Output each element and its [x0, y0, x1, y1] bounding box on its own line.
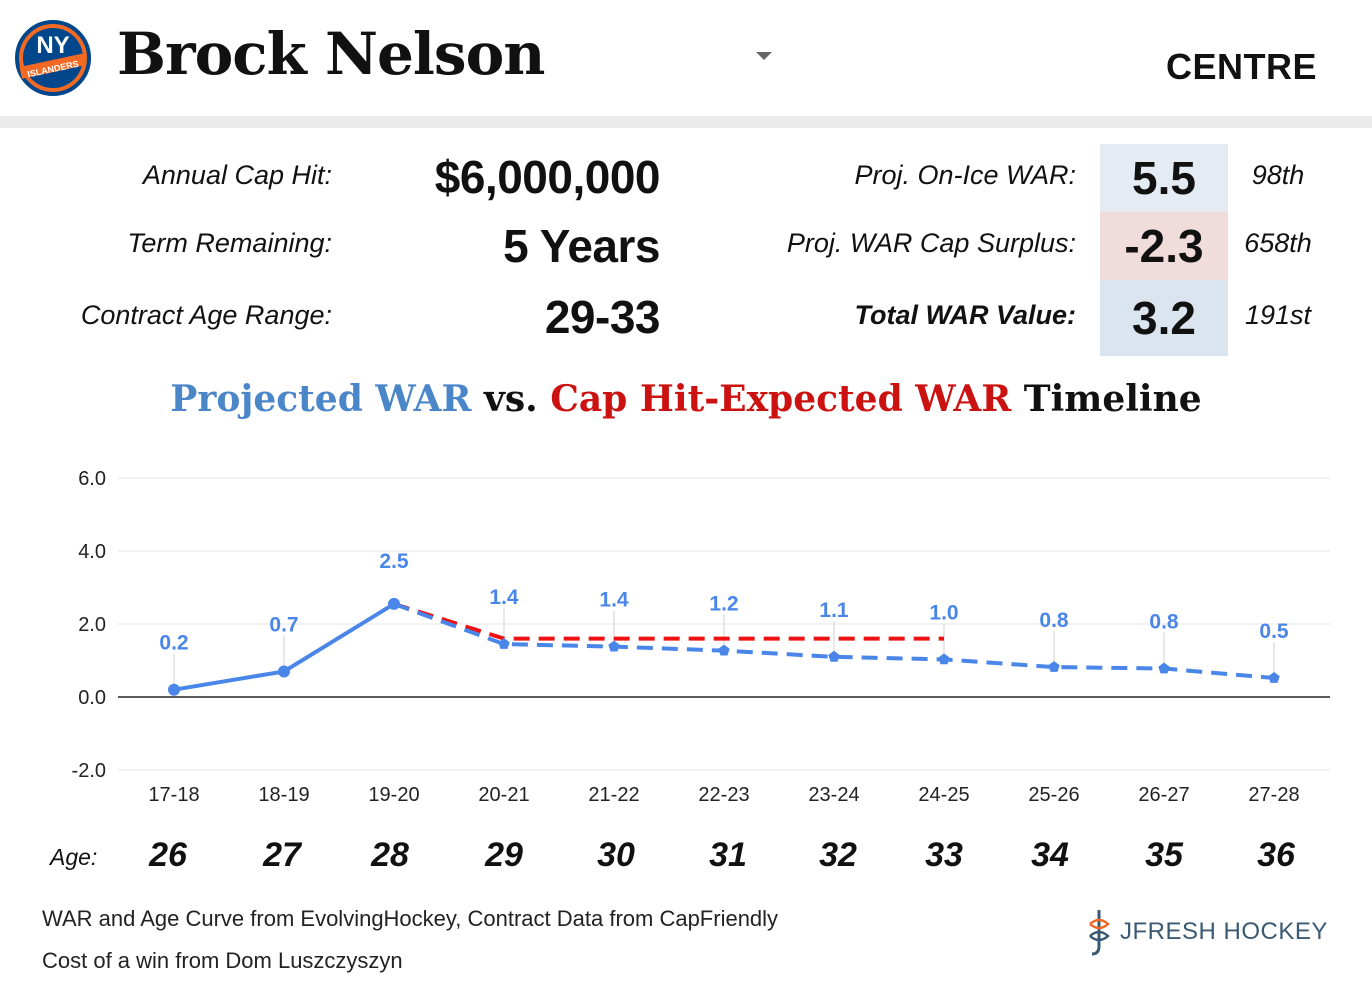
projected-war-point — [608, 640, 620, 652]
age-value: 28 — [371, 836, 409, 874]
age-value: 36 — [1257, 836, 1295, 874]
chart-title: Projected WAR vs. Cap Hit-Expected WAR T… — [0, 378, 1372, 420]
logo-text-top: NY — [36, 32, 69, 59]
age-value: 31 — [709, 836, 747, 874]
war-timeline-chart: 6.0 4.0 2.0 0.0 -2.0 17-18 18-19 19-20 20-21 21-2… — [72, 468, 1330, 806]
cap-hit-value: $6,000,000 — [434, 151, 661, 203]
proj-war-label: Proj. On-Ice WAR: — [854, 160, 1076, 190]
age-value: 29 — [485, 836, 523, 874]
term-value: 5 Years — [503, 220, 660, 272]
war-surplus-label: Proj. WAR Cap Surplus: — [786, 228, 1076, 258]
jfresh-logo-icon — [1089, 910, 1110, 956]
chart-title-timeline: Timeline — [1011, 378, 1202, 420]
player-position: CENTRE — [1165, 46, 1317, 87]
age-value: 32 — [819, 836, 857, 874]
projected-war-data-label: 0.2 — [159, 632, 188, 655]
age-value: 26 — [149, 836, 187, 874]
projected-war-data-label: 1.0 — [929, 601, 958, 624]
header: NY ISLANDERS Brock Nelson CENTRE — [0, 0, 1372, 116]
ny-islanders-logo-icon: NY ISLANDERS — [12, 20, 94, 96]
x-tick-label: 26-27 — [1138, 784, 1189, 806]
total-war-value: 3.2 — [1100, 280, 1228, 356]
projected-war-point — [1048, 661, 1060, 672]
age-row-label: Age: — [50, 844, 98, 870]
projected-war-point — [278, 665, 290, 678]
cap-hit-label: Annual Cap Hit: — [142, 160, 332, 190]
term-label: Term Remaining: — [127, 228, 332, 258]
x-tick-label: 17-18 — [148, 784, 199, 806]
projected-war-data-label: 1.4 — [489, 586, 519, 609]
chart-title-vs: vs. — [471, 378, 551, 420]
projected-war-data-label: 0.8 — [1149, 611, 1179, 634]
projected-war-data-label: 1.2 — [709, 593, 738, 616]
footer-cost-line: Cost of a win from Dom Luszczyszyn — [42, 948, 403, 973]
projected-war-point — [498, 638, 510, 649]
footer-source-line: WAR and Age Curve from EvolvingHockey, C… — [42, 906, 779, 931]
projected-war-point — [718, 644, 730, 656]
projected-war-point — [388, 597, 400, 610]
projected-war-line-dashed — [393, 602, 1275, 681]
x-tick-label: 23-24 — [808, 784, 859, 806]
y-tick-label: 4.0 — [78, 541, 106, 563]
proj-war-value: 5.5 — [1100, 144, 1228, 212]
x-tick-label: 21-22 — [588, 784, 639, 806]
y-tick-label: 0.0 — [78, 687, 106, 709]
proj-war-rank: 98th — [1251, 160, 1305, 190]
age-range-value: 29-33 — [544, 291, 661, 343]
age-range-label: Contract Age Range: — [80, 300, 332, 330]
x-tick-label: 27-28 — [1248, 784, 1299, 806]
total-war-rank: 191st — [1244, 300, 1312, 330]
x-tick-label: 22-23 — [698, 784, 749, 806]
age-value: 33 — [925, 836, 963, 874]
x-tick-label: 24-25 — [918, 784, 969, 806]
projected-war-point — [168, 683, 180, 696]
war-surplus-value: -2.3 — [1100, 212, 1228, 280]
cap-hit-expected-war-line — [393, 602, 944, 641]
projected-war-point — [828, 650, 840, 662]
age-value: 35 — [1145, 836, 1183, 874]
y-tick-label: -2.0 — [72, 760, 106, 782]
chart-title-expected: Cap Hit-Expected WAR — [550, 378, 1012, 420]
age-value: 30 — [597, 836, 635, 874]
x-tick-label: 25-26 — [1028, 784, 1079, 806]
projected-war-data-label: 0.5 — [1259, 620, 1289, 643]
war-surplus-rank: 658th — [1244, 228, 1312, 258]
age-value: 27 — [263, 836, 301, 874]
brand: JFRESH HOCKEY — [1086, 906, 1328, 958]
header-divider — [0, 116, 1372, 128]
projected-war-data-label: 2.5 — [379, 550, 409, 573]
projected-war-data-label: 0.8 — [1039, 609, 1069, 632]
projected-war-point — [1268, 672, 1280, 683]
y-tick-label: 2.0 — [78, 614, 106, 636]
projected-war-data-label: 1.4 — [599, 589, 629, 612]
chart-title-projected: Projected WAR — [170, 378, 472, 420]
projected-war-point — [1158, 662, 1170, 674]
projected-war-point — [938, 653, 950, 665]
total-war-label: Total WAR Value: — [854, 300, 1076, 330]
y-tick-label: 6.0 — [78, 468, 106, 490]
player-dropdown-caret-icon[interactable] — [756, 52, 772, 60]
x-tick-label: 18-19 — [258, 784, 309, 806]
age-value: 34 — [1031, 836, 1069, 874]
brand-name: JFRESH HOCKEY — [1120, 918, 1328, 945]
projected-war-data-label: 0.7 — [269, 613, 298, 636]
player-name: Brock Nelson — [117, 20, 545, 88]
projected-war-data-label: 1.1 — [819, 599, 849, 622]
x-tick-label: 20-21 — [478, 784, 529, 806]
x-tick-label: 19-20 — [368, 784, 419, 806]
